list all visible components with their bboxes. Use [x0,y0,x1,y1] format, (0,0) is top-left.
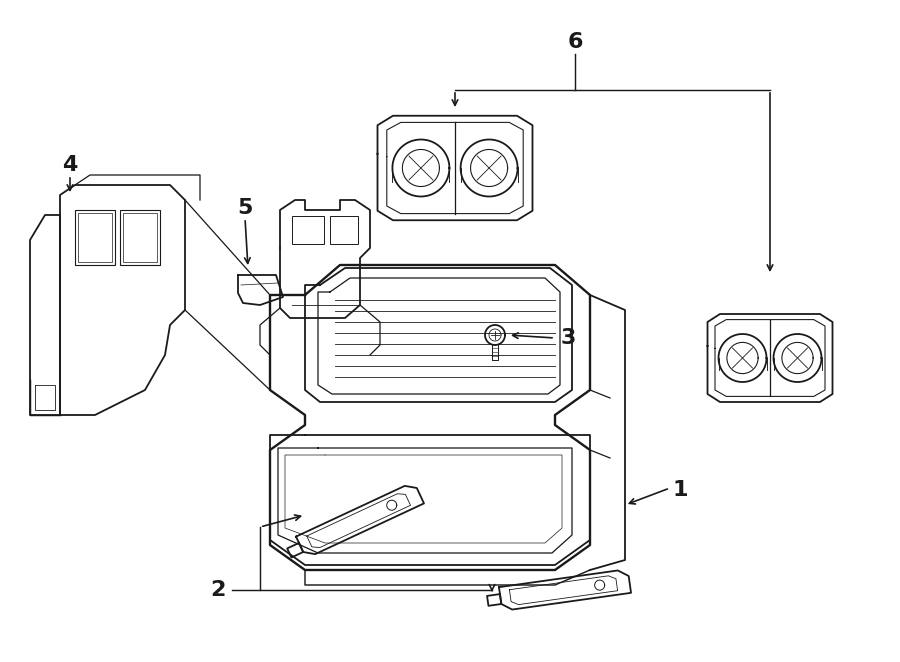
Bar [292,216,324,244]
Bar [123,213,157,262]
Text: 1: 1 [672,480,688,500]
Text: 6: 6 [567,32,583,52]
Bar [78,213,112,262]
Bar [120,210,160,265]
Text: 2: 2 [211,580,226,600]
Text: 4: 4 [62,155,77,175]
Bar [330,216,358,244]
Bar [75,210,115,265]
Text: 5: 5 [238,198,253,218]
Text: 3: 3 [561,328,576,348]
